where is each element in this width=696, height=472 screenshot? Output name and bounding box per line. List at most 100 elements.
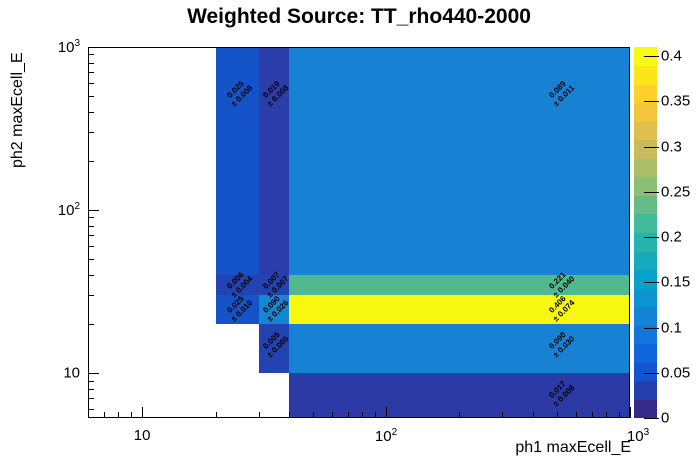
x-minor-tick — [606, 412, 608, 418]
y-minor-tick — [88, 323, 94, 325]
y-minor-tick — [88, 132, 94, 134]
colorbar-step — [634, 380, 657, 400]
colorbar-tick-label: 0.15 — [661, 273, 691, 291]
x-minor-tick — [130, 412, 132, 418]
x-minor-tick — [215, 412, 217, 418]
colorbar-tick-label: 0.25 — [661, 183, 691, 201]
colorbar-step — [634, 269, 657, 289]
heatmap-cell — [288, 373, 630, 418]
colorbar-step — [634, 65, 657, 85]
colorbar-step — [634, 213, 657, 233]
y-tick-label: 103 — [57, 38, 80, 56]
y-axis-title: ph2 maxEcell_E — [9, 52, 26, 168]
x-minor-tick — [502, 412, 504, 418]
heatmap-cell — [258, 295, 289, 324]
x-minor-tick — [348, 412, 350, 418]
colorbar-tick — [644, 191, 659, 193]
colorbar-step — [634, 232, 657, 252]
plot-title: Weighted Source: TT_rho440-2000 — [187, 5, 531, 28]
colorbar-tick — [644, 327, 659, 329]
heatmap-cell — [288, 323, 630, 374]
colorbar-step — [634, 84, 657, 104]
x-minor-tick — [258, 412, 260, 418]
y-minor-tick — [88, 380, 94, 382]
x-minor-tick — [556, 412, 558, 418]
y-minor-tick — [88, 295, 94, 297]
x-minor-tick — [618, 412, 620, 418]
x-minor-tick — [575, 412, 577, 418]
y-minor-tick — [88, 83, 94, 85]
colorbar-step — [634, 176, 657, 196]
y-minor-tick — [88, 246, 94, 248]
colorbar-step — [634, 195, 657, 215]
colorbar-tick — [644, 418, 659, 419]
x-tick-label: 10 — [133, 427, 151, 444]
y-minor-tick — [88, 160, 94, 162]
x-tick-label: 102 — [374, 427, 398, 445]
y-minor-tick — [88, 62, 94, 64]
heatmap-cell — [258, 323, 289, 374]
heatmap-cell — [288, 295, 630, 324]
x-minor-tick — [362, 412, 364, 418]
colorbar-step — [634, 325, 657, 345]
y-minor-tick — [88, 398, 94, 400]
colorbar-tick-label: 0.2 — [661, 228, 682, 246]
heatmap-cell — [215, 295, 259, 324]
y-minor-tick — [88, 96, 94, 98]
colorbar-step — [634, 343, 657, 363]
x-minor-tick — [288, 412, 290, 418]
colorbar-step — [634, 362, 657, 382]
x-minor-tick — [118, 412, 120, 418]
y-minor-tick — [88, 235, 94, 237]
heatmap-cell — [215, 274, 259, 296]
colorbar-tick — [644, 56, 659, 58]
colorbar-tick-label: 0 — [661, 409, 670, 427]
y-minor-tick — [88, 72, 94, 74]
colorbar-tick — [644, 282, 659, 284]
colorbar-tick — [644, 372, 659, 374]
y-minor-tick — [88, 409, 94, 411]
y-minor-tick — [88, 217, 94, 219]
y-tick-label: 10 — [63, 364, 80, 382]
colorbar-tick — [644, 101, 659, 103]
x-minor-tick — [459, 412, 461, 418]
y-minor-tick — [88, 111, 94, 113]
y-minor-tick — [88, 259, 94, 261]
colorbar-step — [634, 121, 657, 141]
colorbar-step — [634, 306, 657, 326]
y-minor-tick — [88, 225, 94, 227]
colorbar-tick-label: 0.35 — [661, 92, 691, 110]
x-major-tick — [142, 407, 144, 418]
heatmap-cell — [215, 47, 259, 275]
x-minor-tick — [374, 412, 376, 418]
x-major-tick — [630, 407, 631, 418]
colorbar-step — [634, 399, 657, 419]
y-tick-label: 102 — [57, 201, 80, 220]
x-minor-tick — [592, 412, 594, 418]
x-minor-tick — [331, 412, 333, 418]
y-major-tick — [88, 210, 99, 212]
x-minor-tick — [532, 412, 534, 418]
y-major-tick — [88, 47, 99, 48]
x-major-tick — [386, 407, 388, 418]
plot-area: 0.025 ± 0.008 0.019 ± 0.008 0.089 ± 0.011 0.00… — [88, 47, 630, 418]
heatmap-cell — [288, 274, 630, 296]
y-minor-tick — [88, 54, 94, 56]
colorbar-tick — [644, 237, 659, 239]
colorbar-step — [634, 288, 657, 308]
colorbar-step — [634, 139, 657, 159]
y-major-tick — [88, 373, 99, 375]
colorbar-tick-label: 0.3 — [661, 138, 682, 156]
x-axis-title: ph1 maxEcell_E — [515, 439, 631, 456]
heatmap-cell — [258, 47, 289, 275]
colorbar-step — [634, 158, 657, 178]
y-minor-tick — [88, 274, 94, 276]
colorbar-tick — [644, 146, 659, 148]
heatmap-cell — [258, 274, 289, 296]
x-tick-label: 103 — [626, 427, 650, 445]
colorbar-step — [634, 251, 657, 271]
colorbar-tick-label: 0.4 — [661, 47, 682, 65]
heatmap-cell — [288, 47, 630, 275]
y-minor-tick — [88, 388, 94, 390]
